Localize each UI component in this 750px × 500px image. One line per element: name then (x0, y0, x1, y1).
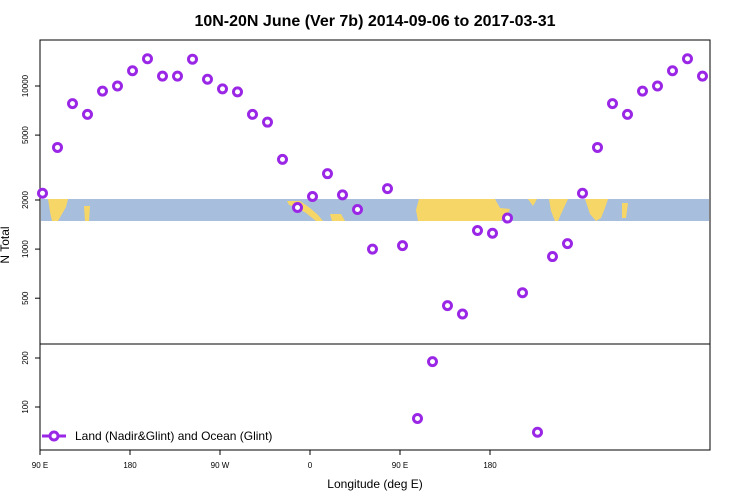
data-point (307, 191, 318, 203)
data-point (667, 65, 678, 77)
y-tick-label: 100 (21, 400, 30, 414)
data-point (337, 189, 348, 201)
data-point (682, 53, 693, 65)
data-point (37, 187, 48, 199)
data-point (547, 251, 558, 263)
y-axis-lower: 100 200 (21, 351, 40, 414)
data-point (652, 80, 663, 92)
land-asia-left (84, 206, 90, 221)
data-point (502, 212, 513, 224)
data-point (622, 108, 633, 120)
land-africa-left (48, 199, 68, 221)
data-point (412, 412, 423, 424)
lower-panel-frame (39, 343, 711, 451)
data-point (637, 85, 648, 97)
y-tick-label: 500 (21, 291, 30, 305)
data-point (292, 201, 303, 213)
data-point (277, 153, 288, 165)
data-point (367, 243, 378, 255)
data-point (577, 187, 588, 199)
data-point (397, 240, 408, 252)
y-tick-label: 5000 (21, 126, 30, 144)
data-point (592, 141, 603, 153)
legend: Land (Nadir&Glint) and Ocean (Glint) (42, 429, 272, 443)
data-point (82, 108, 93, 120)
map-strip (41, 199, 709, 221)
land-indochina (585, 199, 608, 221)
data-point (142, 53, 153, 65)
x-tick-label: 0 (308, 461, 313, 470)
land-arabia (528, 199, 537, 206)
data-point (472, 225, 483, 237)
y-tick-label: 200 (21, 351, 30, 365)
x-tick-label: 90 W (211, 461, 230, 470)
y-axis-upper: 500 1000 2000 5000 10000 (21, 74, 40, 305)
data-point (262, 116, 273, 128)
upper-panel-frame (39, 39, 711, 345)
data-point (187, 53, 198, 65)
land-south-america-tip (330, 214, 345, 221)
land-philippines (622, 203, 628, 218)
x-axis: 90 E 180 90 W 0 90 E 180 (32, 450, 497, 470)
y-axis-title: N Total (0, 226, 12, 263)
data-point (232, 86, 243, 98)
data-point (127, 65, 138, 77)
data-point (202, 73, 213, 85)
data-point (67, 98, 78, 110)
data-point (442, 300, 453, 312)
x-tick-label: 90 E (392, 461, 408, 470)
land-africa (416, 199, 510, 221)
ocean-band (41, 199, 709, 221)
land-india (549, 199, 568, 221)
data-point (697, 70, 708, 82)
data-point (457, 308, 468, 320)
data-point (382, 183, 393, 195)
y-tick-label: 10000 (21, 74, 30, 97)
data-point (352, 203, 363, 215)
x-tick-label: 90 E (32, 461, 48, 470)
data-point (517, 287, 528, 299)
data-point (607, 98, 618, 110)
data-point (52, 141, 63, 153)
data-point (217, 83, 228, 95)
data-point (427, 356, 438, 368)
legend-label: Land (Nadir&Glint) and Ocean (Glint) (75, 429, 272, 443)
y-tick-label: 1000 (21, 240, 30, 258)
data-point (247, 108, 258, 120)
data-points (37, 53, 708, 438)
data-point (157, 70, 168, 82)
lower-panel (39, 343, 711, 451)
x-tick-label: 180 (483, 461, 497, 470)
data-point (97, 85, 108, 97)
x-axis-title: Longitude (deg E) (327, 477, 422, 491)
data-point (487, 227, 498, 239)
legend-marker (48, 430, 60, 442)
x-tick-label: 180 (123, 461, 137, 470)
data-point (172, 70, 183, 82)
upper-panel (39, 39, 711, 345)
data-point (112, 80, 123, 92)
chart-title: 10N-20N June (Ver 7b) 2014-09-06 to 2017… (194, 13, 555, 30)
data-point (322, 168, 333, 180)
data-point (562, 238, 573, 250)
data-point (532, 426, 543, 438)
y-tick-label: 2000 (21, 191, 30, 209)
